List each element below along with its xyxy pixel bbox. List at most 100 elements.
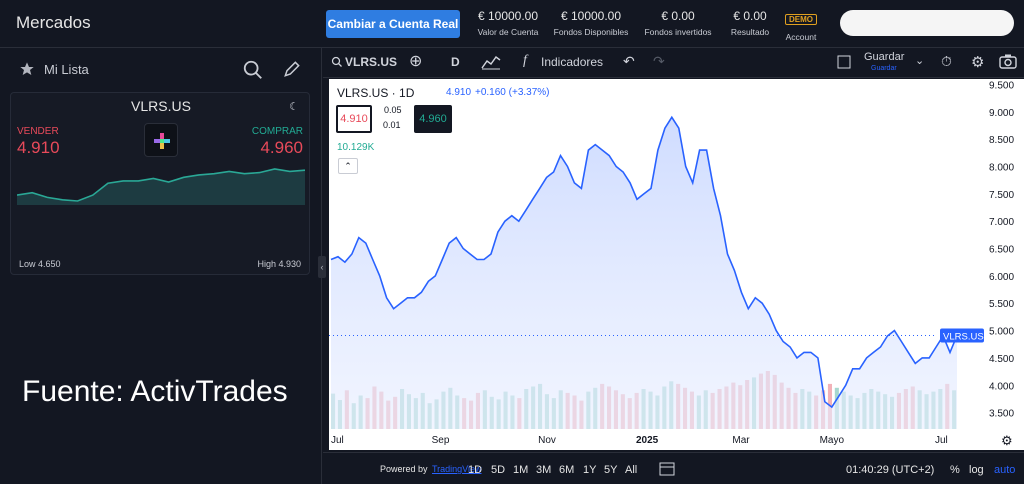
sparkline-area <box>17 169 305 205</box>
buy-price[interactable]: 4.960 <box>260 138 303 157</box>
search-icon[interactable] <box>242 59 264 81</box>
invested-funds-value: € 0.00 <box>661 9 695 23</box>
last-price-tag <box>940 328 984 343</box>
price-chart-svg[interactable]: 3.500 4.000 4.500 5.000 5.500 6.000 6.500 7.000… <box>329 79 1024 450</box>
x-tick-label: Jul <box>935 435 948 446</box>
switch-to-real-account-button[interactable]: Cambiar a Cuenta Real <box>326 10 460 38</box>
x-tick-label: 2025 <box>636 435 659 446</box>
y-tick-label: 4.000 <box>989 381 1014 392</box>
save-button[interactable]: Guardar <box>864 51 904 63</box>
date-range-icon[interactable] <box>659 461 675 479</box>
sparkline-chart <box>17 168 305 205</box>
clock-time[interactable]: 01:40:29 (UTC+2) <box>846 464 935 476</box>
moon-icon: ☾ <box>289 101 299 113</box>
legend-buy-button[interactable]: 4.960 <box>414 105 452 133</box>
fullscreen-checkbox-icon[interactable] <box>837 55 851 72</box>
available-funds-stat: € 10000.00 Fondos Disponibles <box>550 9 632 37</box>
y-tick-label: 8.500 <box>989 135 1014 146</box>
watchlist-title: Mi Lista <box>44 62 89 77</box>
range-1m[interactable]: 1M <box>513 464 529 476</box>
source-caption: Fuente: ActivTrades <box>22 375 288 408</box>
top-bar: Mercados Cambiar a Cuenta Real € 10000.0… <box>0 0 1024 48</box>
sell-label[interactable]: VENDER <box>17 126 59 137</box>
y-tick-label: 7.000 <box>989 217 1014 228</box>
range-6m[interactable]: 6M <box>559 464 575 476</box>
range-all[interactable]: All <box>625 464 638 476</box>
legend-price: 4.910 <box>446 87 472 98</box>
collapse-sidebar-handle[interactable]: ‹ <box>318 256 326 278</box>
chart-toolbar: VLRS.US ⊕ D f Indicadores ↶ ↷ Guardar Gu… <box>323 48 1024 78</box>
account-value-stat: € 10000.00 Valor de Cuenta <box>472 9 544 37</box>
x-tick-label: Mar <box>732 435 750 446</box>
bottom-bar: Powered by TradingView 1D 5D 1M 3M 6M 1Y… <box>323 452 1024 484</box>
camera-icon[interactable] <box>999 53 1017 72</box>
last-price-tag-label: VLRS.US <box>943 332 984 343</box>
account-value: € 10000.00 <box>477 9 539 23</box>
account-value-label: Valor de Cuenta <box>477 27 539 37</box>
app-title: Mercados <box>16 13 91 32</box>
range-5d[interactable]: 5D <box>491 464 506 476</box>
range-5y[interactable]: 5Y <box>604 464 618 476</box>
pencil-icon[interactable] <box>282 59 302 79</box>
user-name-redacted[interactable] <box>840 10 1014 36</box>
gear-icon[interactable]: ⚙ <box>971 54 985 71</box>
chart-type-icon[interactable] <box>481 54 501 73</box>
result-label: Resultado <box>730 27 770 37</box>
range-3m[interactable]: 3M <box>536 464 552 476</box>
symbol-search-icon[interactable] <box>331 55 343 69</box>
toolbar-symbol[interactable]: VLRS.US <box>345 55 398 69</box>
log-toggle[interactable]: log <box>969 464 984 476</box>
add-symbol-icon[interactable]: ⊕ <box>409 53 423 70</box>
y-tick-label: 7.500 <box>989 190 1014 201</box>
y-tick-label: 4.500 <box>989 354 1014 365</box>
x-tick-label: Jul <box>331 435 344 446</box>
legend-spread-top: 0.05 <box>384 105 402 115</box>
star-icon <box>20 62 34 75</box>
sidebar: Mi Lista VLRS.US ☾ VENDER 4.910 COMPRAR … <box>0 48 322 484</box>
y-tick-label: 5.500 <box>989 299 1014 310</box>
range-1d[interactable]: 1D <box>468 464 483 476</box>
sell-price[interactable]: 4.910 <box>17 138 60 157</box>
y-tick-label: 3.500 <box>989 409 1014 420</box>
legend-sell-button[interactable]: 4.910 <box>336 105 372 133</box>
interval-selector[interactable]: D <box>451 55 460 69</box>
alert-clock-icon[interactable]: ⏱ <box>941 53 952 69</box>
y-tick-label: 9.500 <box>989 81 1014 92</box>
invested-funds-label: Fondos invertidos <box>644 27 712 37</box>
axis-settings-icon[interactable]: ⚙ <box>1001 433 1013 448</box>
y-tick-label: 5.000 <box>989 327 1014 338</box>
powered-by-text: Powered by <box>380 464 428 474</box>
watchlist-header: Mi Lista <box>0 48 322 90</box>
auto-toggle[interactable]: auto <box>994 464 1016 476</box>
x-tick-label: Sep <box>432 435 450 446</box>
invested-funds-stat: € 0.00 Fondos invertidos <box>640 9 716 37</box>
indicators-icon[interactable]: f <box>523 53 527 68</box>
high-value: High 4.930 <box>257 259 301 269</box>
price-line <box>330 115 958 409</box>
legend-spread-bottom: 0.01 <box>383 120 401 130</box>
result-value: € 0.00 <box>733 9 767 23</box>
available-funds-value: € 10000.00 <box>560 9 622 23</box>
save-label: Guardar <box>864 51 905 63</box>
y-tick-label: 8.000 <box>989 163 1014 174</box>
instrument-card[interactable]: VLRS.US ☾ VENDER 4.910 COMPRAR 4.960 Low… <box>10 92 310 275</box>
buy-label[interactable]: COMPRAR <box>251 126 303 137</box>
legend-change: +0.160 (+3.37%) <box>475 87 550 98</box>
sparkline-line <box>17 168 305 202</box>
redo-icon[interactable]: ↷ <box>653 53 665 69</box>
range-1y[interactable]: 1Y <box>583 464 597 476</box>
tradingview-link[interactable]: TradingView <box>432 464 482 474</box>
undo-icon[interactable]: ↶ <box>623 53 635 69</box>
account-selector[interactable]: DEMO Account <box>782 9 820 42</box>
price-chart[interactable]: 3.500 4.000 4.500 5.000 5.500 6.000 6.500 7.000… <box>329 79 1024 450</box>
chart-title: VLRS.US · 1D <box>337 86 415 100</box>
x-tick-label: Mayo <box>820 435 845 446</box>
percent-toggle[interactable]: % <box>950 464 960 476</box>
collapse-legend-button[interactable]: ⌃ <box>338 158 358 174</box>
account-label: Account <box>785 32 817 42</box>
y-tick-label: 6.500 <box>989 245 1014 256</box>
card-symbol: VLRS.US <box>131 98 191 114</box>
indicators-button[interactable]: Indicadores <box>541 55 604 69</box>
chevron-down-icon[interactable]: ⌄ <box>915 55 925 67</box>
x-tick-label: Nov <box>538 435 556 446</box>
